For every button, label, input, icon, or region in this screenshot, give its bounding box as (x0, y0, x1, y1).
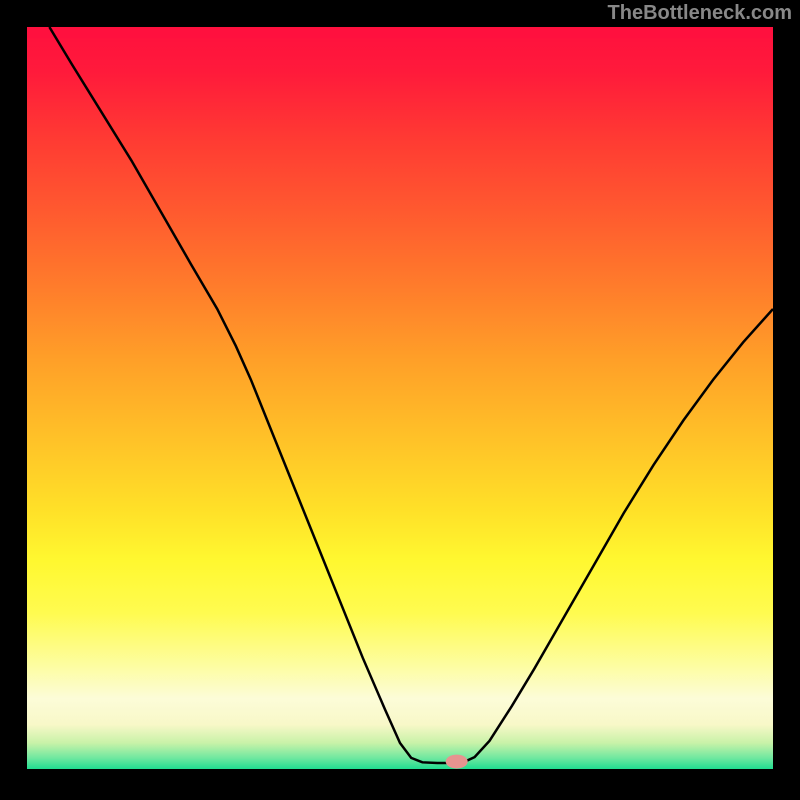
attribution-label: TheBottleneck.com (608, 2, 792, 25)
optimal-point-marker (446, 755, 468, 769)
gradient-background (27, 27, 773, 769)
gradient-top-band (27, 27, 773, 38)
bottleneck-chart (27, 27, 773, 769)
